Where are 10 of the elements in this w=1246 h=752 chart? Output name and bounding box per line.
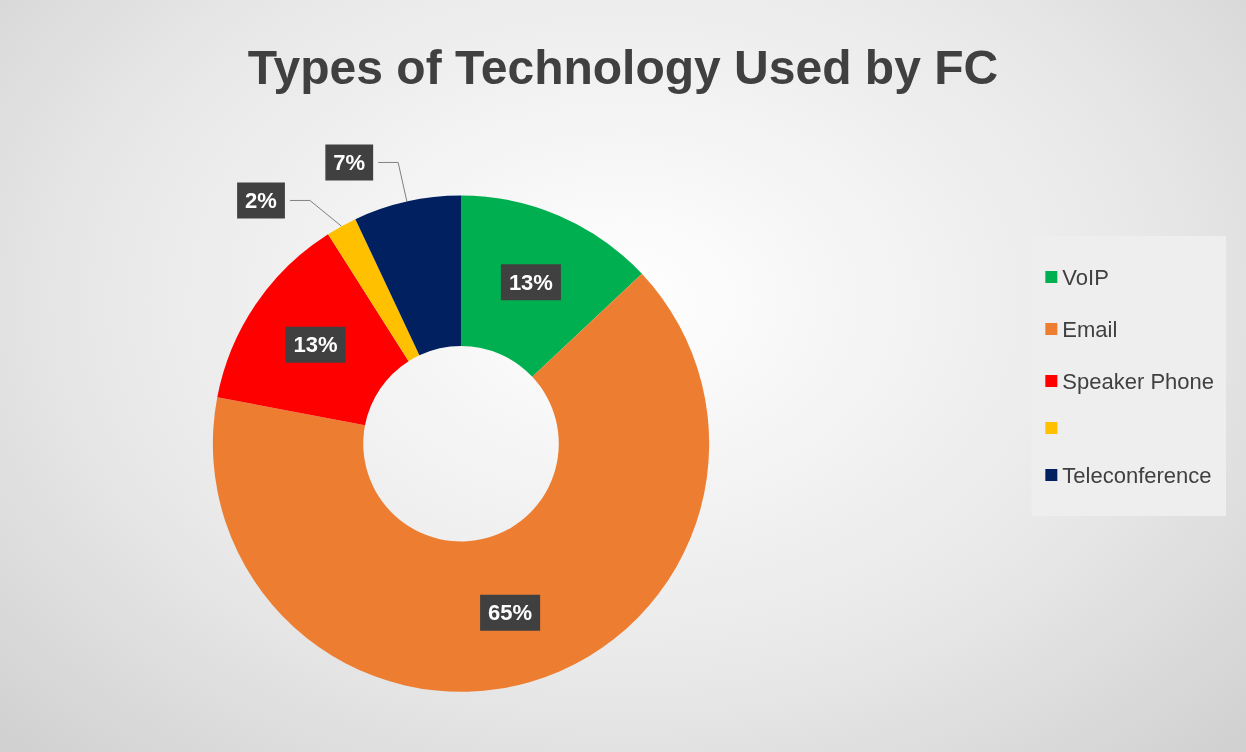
legend-label: Speaker Phone — [1062, 368, 1214, 394]
chart-title: Types of Technology Used by FC — [247, 40, 999, 94]
data-label: 7% — [333, 149, 366, 175]
legend-label: Teleconference — [1062, 462, 1212, 488]
legend-label: Email — [1062, 316, 1118, 342]
data-label: 13% — [293, 332, 338, 358]
data-label: 65% — [488, 600, 533, 626]
data-label: 13% — [508, 269, 553, 295]
data-label: 2% — [245, 187, 277, 213]
legend-label: VoIP — [1062, 264, 1109, 290]
